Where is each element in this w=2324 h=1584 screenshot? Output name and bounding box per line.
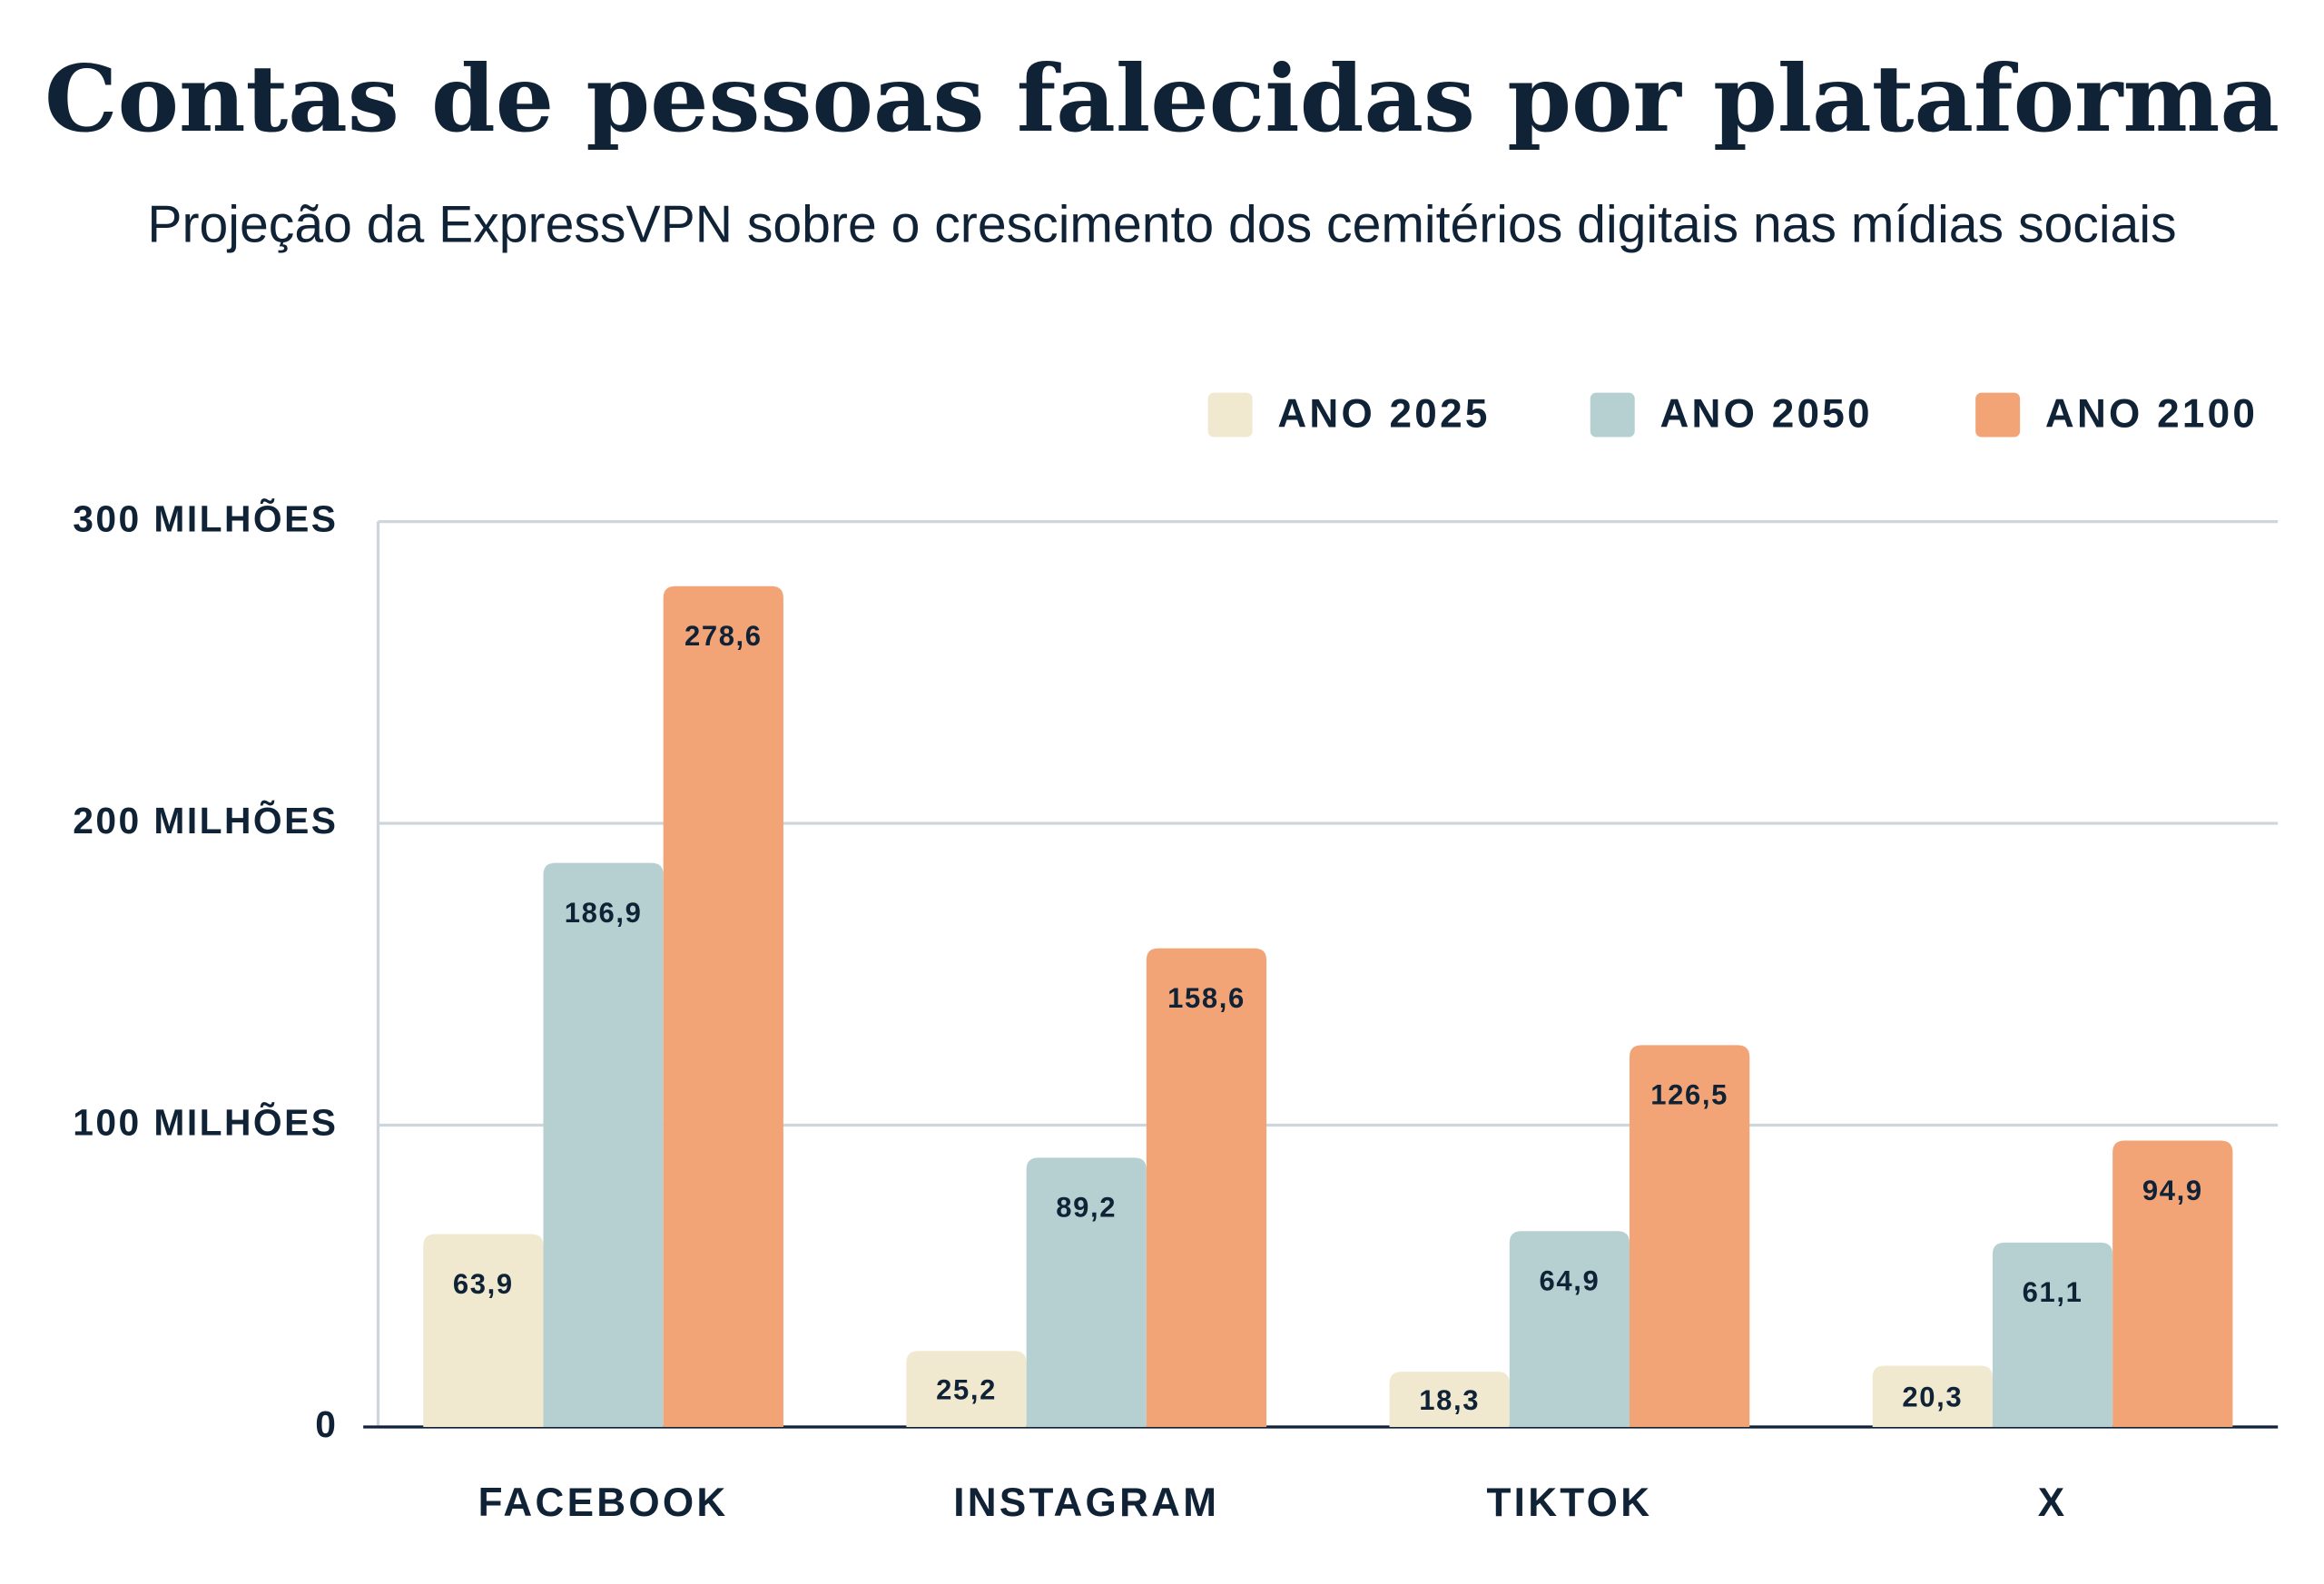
y-tick-label: 200 MILHÕES (73, 800, 338, 841)
x-tick-label: FACEBOOK (478, 1481, 729, 1525)
value-label: 64,9 (1539, 1265, 1600, 1297)
bar (663, 585, 783, 1427)
value-label: 158,6 (1167, 982, 1246, 1014)
bar (423, 1234, 544, 1427)
bar (1872, 1365, 1993, 1427)
legend-swatch (1975, 392, 2021, 438)
value-label: 94,9 (2142, 1175, 2203, 1206)
x-tick-label: INSTAGRAM (953, 1481, 1219, 1525)
legend-label: ANO 2050 (1659, 391, 1872, 436)
bar (1146, 948, 1267, 1427)
bar (1630, 1045, 1750, 1427)
legend-label: ANO 2100 (2045, 391, 2258, 436)
bar (2112, 1140, 2233, 1427)
x-tick-label: TIKTOK (1487, 1481, 1653, 1525)
bar (1389, 1372, 1510, 1427)
y-tick-label: 0 (315, 1403, 338, 1445)
bar (1026, 1157, 1147, 1427)
value-label: 61,1 (2023, 1276, 2083, 1308)
legend-swatch (1207, 392, 1253, 438)
value-label: 25,2 (936, 1374, 997, 1406)
bar (543, 862, 664, 1427)
x-tick-label: X (2038, 1481, 2068, 1525)
value-label: 20,3 (1902, 1382, 1963, 1413)
value-label: 126,5 (1650, 1079, 1728, 1111)
chart-subtitle: Projeção da ExpressVPN sobre o crescimen… (147, 195, 2176, 253)
legend-swatch (1590, 392, 1635, 438)
value-label: 89,2 (1056, 1192, 1117, 1224)
y-tick-label: 100 MILHÕES (73, 1101, 338, 1143)
chart-title: Contas de pessoas falecidas por platafor… (44, 44, 2280, 152)
value-label: 63,9 (453, 1268, 514, 1300)
value-label: 186,9 (565, 897, 643, 929)
bar (1509, 1231, 1630, 1427)
bar (906, 1351, 1027, 1427)
y-tick-label: 300 MILHÕES (73, 497, 338, 539)
value-label: 278,6 (684, 620, 763, 652)
value-label: 18,3 (1419, 1384, 1480, 1416)
bar (1992, 1242, 2113, 1427)
legend-label: ANO 2025 (1277, 391, 1490, 436)
